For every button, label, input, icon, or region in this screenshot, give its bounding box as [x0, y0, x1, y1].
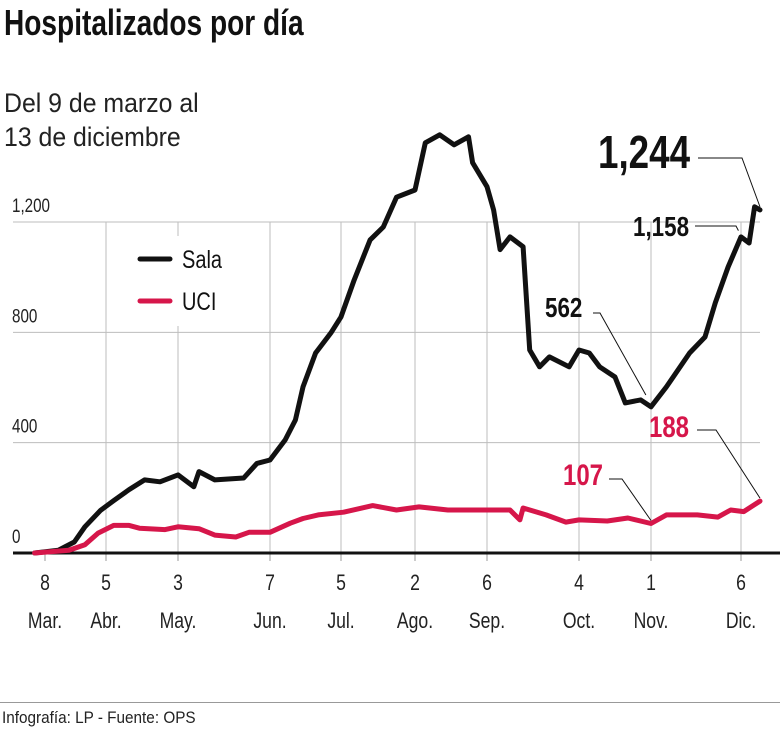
subtitle-line-1: Del 9 de marzo al [4, 88, 199, 118]
annotation-leader-line [593, 312, 647, 396]
chart-subtitle: Del 9 de marzo al 13 de diciembre [4, 86, 199, 154]
annotation-label: 1,158 [633, 212, 689, 243]
x-tick-day: 6 [482, 571, 492, 595]
x-tick-day: 3 [173, 571, 183, 595]
x-tick-day: 1 [646, 571, 656, 595]
annotation-leader-line [697, 429, 761, 499]
x-tick-day: 8 [40, 571, 50, 595]
chart-title: Hospitalizados por día [4, 2, 304, 43]
x-tick-month: Jun. [253, 609, 286, 633]
series-line-uci [32, 498, 763, 556]
x-tick-day: 4 [574, 571, 584, 595]
x-tick-day: 2 [410, 571, 420, 595]
annotation-label: 188 [649, 409, 689, 443]
series-line-sala [32, 132, 763, 556]
x-tick-month: Mar. [28, 609, 62, 633]
annotation-label: 562 [545, 293, 582, 324]
x-tick-month: Jul. [327, 609, 354, 633]
legend-label-sala: Sala [182, 246, 222, 274]
footer-divider [0, 702, 780, 703]
source-credit: Infografía: LP - Fuente: OPS [2, 708, 196, 727]
y-tick-label: 800 [12, 305, 37, 327]
x-tick-month: Dic. [726, 609, 756, 633]
legend-label-uci: UCI [182, 288, 216, 316]
annotation-label: 107 [563, 457, 603, 491]
x-tick-day: 7 [265, 571, 275, 595]
y-tick-label: 0 [12, 525, 20, 547]
x-tick-day: 6 [736, 571, 746, 595]
x-tick-month: Abr. [90, 609, 121, 633]
y-tick-label: 400 [12, 415, 37, 437]
x-tick-month: Sep. [469, 609, 505, 633]
annotation-leader-line [698, 157, 761, 208]
legend-box [124, 236, 236, 326]
x-tick-day: 5 [101, 571, 111, 595]
annotation-leader-line [609, 478, 652, 521]
subtitle-line-2: 13 de diciembre [4, 122, 181, 152]
x-tick-month: Oct. [563, 609, 595, 633]
x-tick-month: Nov. [634, 609, 669, 633]
x-tick-month: May. [160, 609, 197, 633]
annotation-label: 1,244 [598, 126, 690, 178]
x-tick-day: 5 [336, 571, 346, 595]
x-tick-month: Ago. [397, 609, 433, 633]
annotation-leader-line [695, 225, 739, 231]
y-tick-label: 1,200 [12, 194, 50, 216]
